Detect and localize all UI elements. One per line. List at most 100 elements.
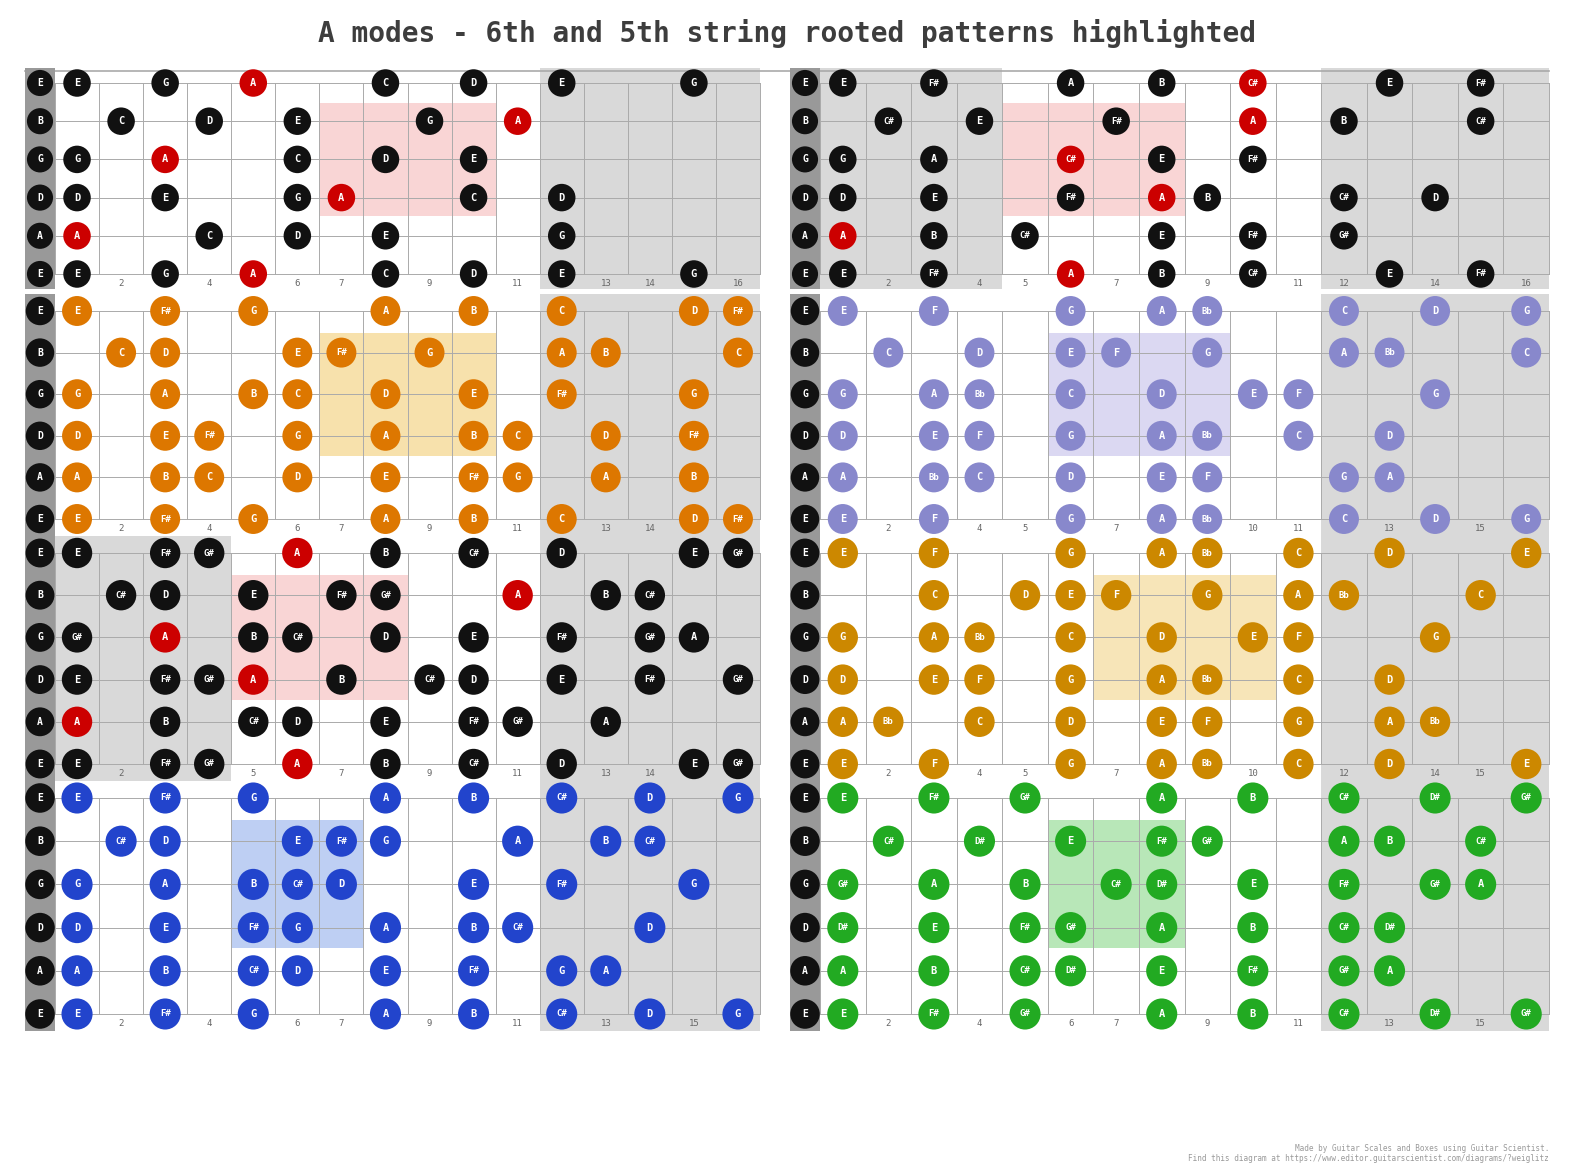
Circle shape: [722, 782, 754, 814]
Circle shape: [458, 706, 490, 737]
Circle shape: [790, 581, 820, 610]
Text: D: D: [803, 923, 807, 932]
Text: D: D: [691, 306, 697, 316]
Text: 12: 12: [556, 279, 567, 288]
Circle shape: [239, 69, 268, 97]
Circle shape: [722, 337, 752, 368]
Circle shape: [1239, 145, 1267, 173]
Text: E: E: [839, 1009, 845, 1019]
Text: A: A: [382, 793, 389, 803]
Circle shape: [546, 664, 578, 694]
Text: C: C: [1341, 514, 1347, 523]
FancyBboxPatch shape: [1321, 68, 1549, 289]
Text: F#: F#: [1248, 966, 1258, 975]
Circle shape: [63, 222, 91, 249]
Text: C: C: [976, 472, 982, 482]
Text: A: A: [162, 879, 168, 890]
Circle shape: [722, 664, 754, 694]
Circle shape: [548, 222, 576, 249]
Text: F#: F#: [161, 794, 170, 802]
Text: G#: G#: [837, 879, 848, 889]
Text: 7: 7: [338, 769, 345, 778]
Circle shape: [965, 664, 995, 694]
Circle shape: [546, 622, 578, 652]
Text: A: A: [250, 269, 257, 279]
Circle shape: [239, 260, 268, 288]
Text: B: B: [471, 514, 477, 523]
Text: 15: 15: [688, 1019, 699, 1028]
Circle shape: [238, 869, 269, 900]
Circle shape: [1147, 463, 1177, 492]
Text: C#: C#: [1248, 78, 1258, 88]
Circle shape: [370, 956, 401, 986]
Text: 9: 9: [427, 769, 433, 778]
Text: C: C: [118, 348, 124, 357]
Text: F: F: [930, 759, 937, 769]
Text: 3: 3: [932, 279, 937, 288]
Text: G: G: [1067, 759, 1073, 769]
Circle shape: [1192, 580, 1223, 610]
Circle shape: [371, 260, 400, 288]
Circle shape: [504, 108, 532, 135]
Text: 2: 2: [886, 769, 891, 778]
Text: C: C: [118, 116, 124, 126]
Text: F#: F#: [929, 794, 940, 802]
Circle shape: [678, 296, 708, 326]
Text: E: E: [1158, 472, 1165, 482]
Circle shape: [1193, 184, 1221, 211]
Text: F: F: [1295, 389, 1302, 399]
Circle shape: [61, 912, 93, 943]
Circle shape: [458, 912, 490, 943]
Circle shape: [1147, 260, 1176, 288]
Circle shape: [1147, 145, 1176, 173]
Circle shape: [875, 108, 902, 135]
Text: C#: C#: [1338, 193, 1349, 203]
Text: G: G: [427, 348, 433, 357]
Circle shape: [371, 69, 400, 97]
Text: 1: 1: [74, 1019, 80, 1028]
Text: B: B: [930, 231, 937, 241]
FancyBboxPatch shape: [1321, 781, 1549, 1032]
Text: F#: F#: [161, 760, 170, 768]
Text: Bb: Bb: [974, 632, 985, 642]
Circle shape: [1376, 260, 1404, 288]
Circle shape: [828, 622, 858, 652]
Text: A: A: [382, 431, 389, 440]
Text: 1: 1: [841, 279, 845, 288]
Circle shape: [25, 422, 54, 450]
Text: E: E: [839, 514, 845, 523]
Circle shape: [1420, 504, 1450, 534]
Circle shape: [1374, 463, 1404, 492]
Text: G#: G#: [732, 548, 743, 557]
Circle shape: [1192, 826, 1223, 857]
Circle shape: [919, 296, 949, 326]
Text: 15: 15: [688, 279, 699, 288]
Text: C#: C#: [1338, 794, 1349, 802]
Text: G: G: [735, 793, 741, 803]
Text: D: D: [1067, 717, 1073, 727]
Text: B: B: [471, 431, 477, 440]
Circle shape: [282, 956, 313, 986]
Circle shape: [61, 420, 91, 451]
Circle shape: [790, 707, 820, 737]
Text: B: B: [1387, 836, 1393, 847]
Circle shape: [678, 420, 708, 451]
Circle shape: [590, 420, 620, 451]
Text: E: E: [1067, 836, 1073, 847]
Circle shape: [1283, 580, 1314, 610]
Text: E: E: [559, 78, 565, 88]
Text: C#: C#: [1338, 923, 1349, 932]
Text: E: E: [930, 923, 937, 932]
Text: A: A: [559, 348, 565, 357]
Text: F#: F#: [688, 431, 699, 440]
Text: B: B: [471, 923, 477, 932]
Circle shape: [1374, 706, 1404, 737]
Text: A: A: [1341, 348, 1347, 357]
Text: B: B: [1158, 269, 1165, 279]
Text: 7: 7: [338, 1019, 345, 1028]
Text: F: F: [930, 514, 937, 523]
Text: D: D: [603, 431, 609, 440]
Text: F#: F#: [929, 269, 940, 279]
Circle shape: [546, 782, 578, 814]
Text: A: A: [603, 717, 609, 727]
